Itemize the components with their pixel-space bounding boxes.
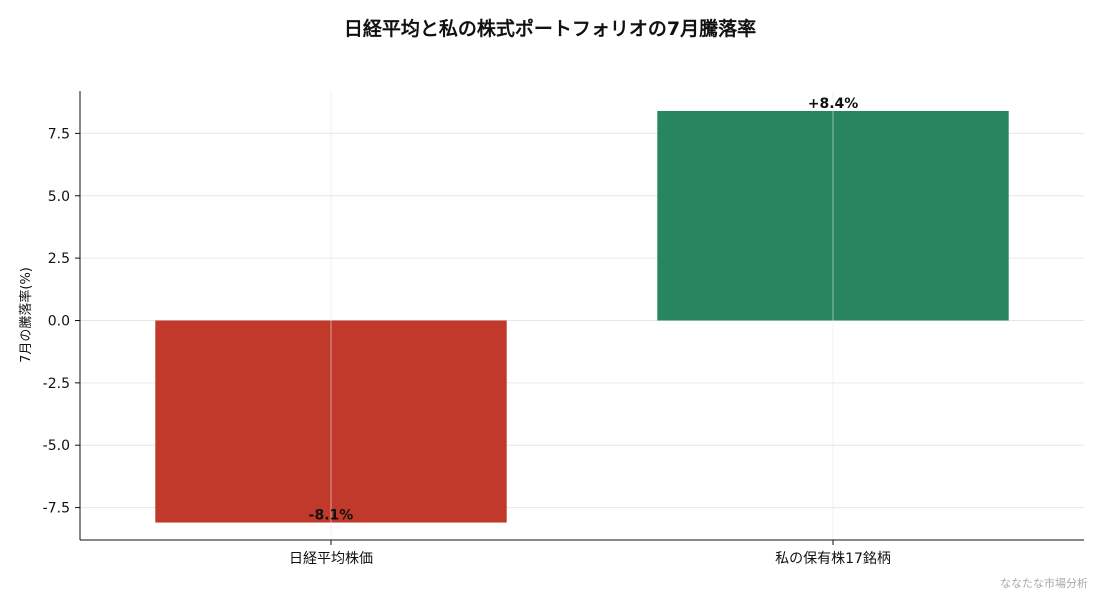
- credit-text: ななたな市場分析: [1000, 576, 1088, 590]
- y-tick-label: -2.5: [43, 376, 70, 392]
- x-tick-label: 日経平均株価: [289, 551, 373, 567]
- y-axis-label: 7月の騰落率(%): [18, 267, 34, 363]
- chart-title: 日経平均と私の株式ポートフォリオの7月騰落率: [344, 17, 756, 40]
- y-tick-label: 7.5: [48, 126, 70, 142]
- data-label: +8.4%: [808, 96, 859, 112]
- y-tick-label: 5.0: [48, 189, 70, 205]
- x-tick-label: 私の保有株17銘柄: [775, 551, 891, 567]
- y-tick-label: -7.5: [43, 501, 70, 517]
- y-tick-label: 0.0: [48, 313, 70, 329]
- y-tick-label: -5.0: [43, 438, 70, 454]
- y-tick-label: 2.5: [48, 251, 70, 267]
- data-label: -8.1%: [309, 508, 354, 524]
